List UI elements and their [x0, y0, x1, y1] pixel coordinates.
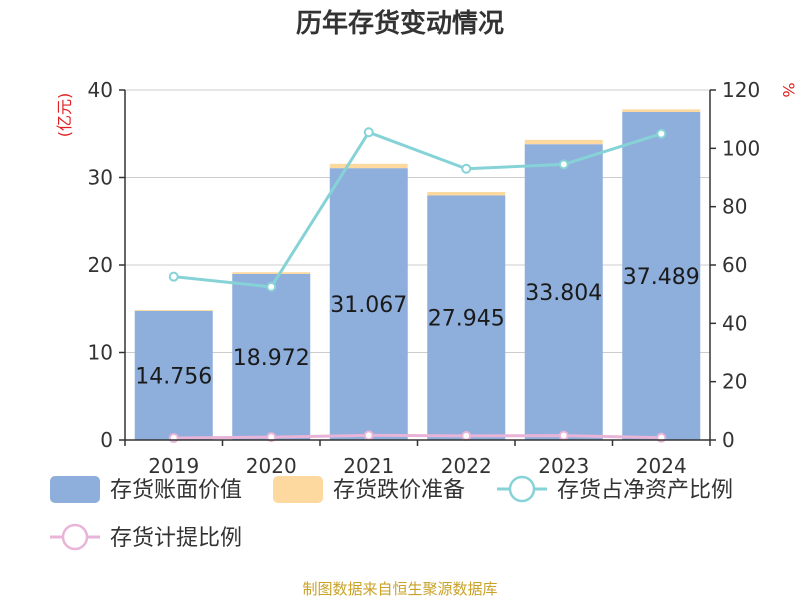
- bar-impairment-reserve: [524, 139, 603, 145]
- provision-ratio-point: [558, 430, 569, 441]
- legend-swatch-reserve: [273, 476, 323, 503]
- left-tick-label: 10: [88, 341, 113, 365]
- left-tick-label: 20: [88, 253, 113, 277]
- legend-swatch-book-value: [50, 476, 100, 503]
- right-axis-unit: %: [779, 82, 798, 97]
- right-tick-label: 20: [722, 370, 747, 394]
- bar-impairment-reserve: [134, 310, 213, 311]
- x-tick-label: 2022: [441, 454, 492, 478]
- bar-impairment-reserve: [232, 272, 311, 274]
- net-asset-ratio-point: [363, 127, 374, 138]
- bar-book-value: [622, 111, 701, 440]
- net-asset-ratio-point: [168, 271, 179, 282]
- bars: [134, 109, 701, 440]
- provision-ratio-point: [461, 430, 472, 441]
- source-note: 制图数据来自恒生聚源数据库: [302, 580, 497, 598]
- net-asset-ratio-point: [266, 281, 277, 292]
- provision-ratio-line: [173, 433, 662, 440]
- x-tick-label: 2023: [538, 454, 589, 478]
- left-tick-label: 30: [88, 166, 113, 190]
- left-tick-label: 0: [100, 428, 113, 452]
- bar-impairment-reserve: [427, 191, 506, 196]
- bar-data-label: 14.756: [135, 364, 212, 389]
- left-tick-label: 40: [88, 78, 113, 102]
- axes: 0 10 20 30 40 0 20 40 60 80 100 120 2019 2020 2021 2022…: [88, 78, 761, 478]
- net-asset-ratio-point: [558, 159, 569, 170]
- x-tick-label: 2021: [343, 454, 394, 478]
- legend-marker-provision-ratio: [61, 523, 89, 551]
- net-asset-ratio-point: [461, 163, 472, 174]
- right-tick-label: 120: [722, 78, 760, 102]
- net-asset-ratio-point: [656, 128, 667, 139]
- left-axis-unit: (亿元): [55, 93, 74, 138]
- grid-lines: [125, 89, 710, 353]
- bar-book-value: [329, 168, 408, 440]
- bar-data-label: 31.067: [330, 293, 407, 318]
- bar-data-label: 33.804: [525, 281, 602, 306]
- legend-marker-net-asset-ratio: [508, 475, 536, 503]
- legend-label-provision-ratio: 存货计提比例: [110, 526, 242, 551]
- bar-impairment-reserve: [622, 109, 701, 112]
- right-tick-label: 40: [722, 311, 747, 335]
- right-tick-label: 0: [722, 428, 735, 452]
- provision-ratio-point: [363, 430, 374, 441]
- net-asset-ratio-line: [173, 130, 662, 289]
- bar-data-label: 18.972: [233, 346, 310, 371]
- x-tick-label: 2024: [636, 454, 687, 478]
- bar-data-label: 27.945: [428, 307, 505, 332]
- chart-title: 历年存货变动情况: [296, 8, 504, 39]
- legend-label-net-asset-ratio: 存货占净资产比例: [557, 478, 733, 503]
- bar-impairment-reserve: [329, 163, 408, 169]
- right-tick-label: 100: [722, 136, 760, 160]
- bar-book-value: [232, 273, 311, 440]
- right-tick-label: 80: [722, 195, 747, 219]
- legend-label-book-value: 存货账面价值: [110, 478, 242, 503]
- bar-labels: 14.756 18.972 31.067 27.945 33.804 37.489: [135, 265, 699, 389]
- provision-ratio-point: [168, 432, 179, 443]
- x-tick-label: 2020: [246, 454, 297, 478]
- bar-data-label: 37.489: [623, 265, 700, 290]
- provision-ratio-point: [266, 432, 277, 443]
- x-tick-label: 2019: [148, 454, 199, 478]
- bar-book-value: [134, 310, 213, 440]
- legend-label-reserve: 存货跌价准备: [333, 478, 465, 503]
- bar-book-value: [427, 195, 506, 440]
- right-tick-label: 60: [722, 253, 747, 277]
- bar-book-value: [524, 144, 603, 440]
